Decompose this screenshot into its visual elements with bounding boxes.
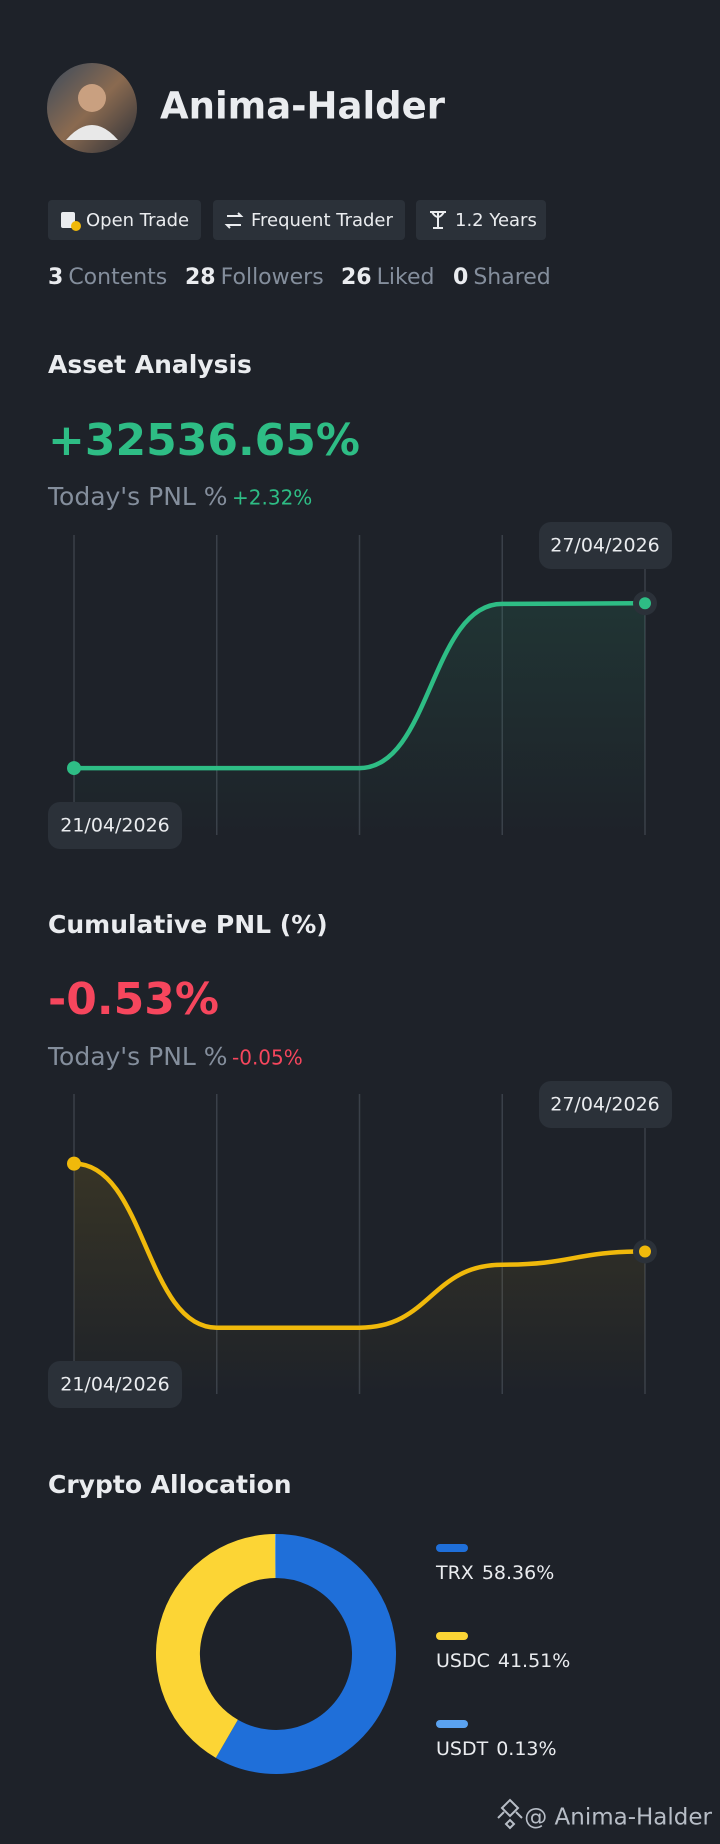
legend-swatch xyxy=(436,1720,468,1728)
tag-label: 1.2 Years xyxy=(455,210,537,231)
stat: 3 Contents xyxy=(48,265,167,290)
legend-value: 41.51% xyxy=(498,1650,570,1672)
start-point xyxy=(67,761,81,776)
end-point xyxy=(639,1245,651,1258)
date-badge xyxy=(48,1361,182,1408)
stat-label: Liked xyxy=(377,265,435,290)
tag-icon xyxy=(430,211,446,229)
line-area xyxy=(74,603,645,835)
date-badge xyxy=(539,522,672,569)
legend-value: 58.36% xyxy=(482,1562,554,1584)
legend-swatch xyxy=(436,1632,468,1640)
stat-value: 0 xyxy=(453,265,468,290)
stat-value: 26 xyxy=(341,265,372,290)
avatar-face xyxy=(78,84,106,112)
line-area xyxy=(74,1163,645,1394)
tag-icon xyxy=(71,221,81,231)
avatar-body xyxy=(66,125,118,140)
stat-label: Contents xyxy=(68,265,167,290)
stat-label: Shared xyxy=(473,265,550,290)
legend-entry: TRX 58.36% xyxy=(435,1562,554,1584)
legend-entry: USDC 41.51% xyxy=(436,1650,570,1672)
line xyxy=(71,1161,648,1330)
tag xyxy=(48,200,201,240)
stats: 3 Contents 28 Followers 26 Liked 0 Shared xyxy=(48,265,551,290)
tag-icon xyxy=(224,212,244,229)
headline-value: +32536.65% xyxy=(48,415,360,466)
stat-label: Followers xyxy=(221,265,324,290)
legend-name: USDT xyxy=(436,1738,489,1760)
section-title: Cumulative PNL (%) xyxy=(48,910,328,939)
legend-name: USDC xyxy=(436,1650,490,1672)
tag xyxy=(416,200,546,240)
date-badge xyxy=(539,1081,672,1128)
legend-value: 0.13% xyxy=(496,1738,556,1760)
tag xyxy=(213,200,405,240)
donut-segment xyxy=(215,1534,396,1774)
start-point xyxy=(67,1156,81,1171)
user-name: Anima-Halder xyxy=(160,85,446,128)
today-value: -0.05% xyxy=(232,1046,303,1070)
stat-value: 28 xyxy=(185,265,216,290)
tag-label: Open Trade xyxy=(86,210,189,231)
legend-entry: USDT 0.13% xyxy=(436,1738,557,1760)
watermark-logo xyxy=(497,1798,523,1830)
today-label: Today's PNL % xyxy=(47,482,228,511)
date-badge xyxy=(48,802,182,849)
date-label: 21/04/2026 xyxy=(60,815,170,837)
today-label: Today's PNL % xyxy=(47,1042,228,1071)
date-label: 21/04/2026 xyxy=(60,1374,170,1396)
donut-segment xyxy=(156,1534,277,1758)
section-title: Crypto Allocation xyxy=(48,1470,292,1499)
line xyxy=(71,600,648,771)
section-title: Asset Analysis xyxy=(48,350,252,379)
tag-label: Frequent Trader xyxy=(251,210,393,231)
watermark: @ Anima-Halder xyxy=(524,1805,712,1831)
legend-name: TRX xyxy=(435,1562,474,1584)
stat: 26 Liked xyxy=(341,265,434,290)
end-point xyxy=(639,597,651,610)
stat: 28 Followers xyxy=(185,265,324,290)
stat-value: 3 xyxy=(48,265,63,290)
headline-value: -0.53% xyxy=(48,974,219,1025)
date-label: 27/04/2026 xyxy=(550,535,660,557)
date-label: 27/04/2026 xyxy=(550,1094,660,1116)
today-value: +2.32% xyxy=(232,486,312,510)
legend-swatch xyxy=(436,1544,468,1552)
stat: 0 Shared xyxy=(453,265,551,290)
tags: Open Trade Frequent Trader 1.2 Years xyxy=(48,200,546,240)
